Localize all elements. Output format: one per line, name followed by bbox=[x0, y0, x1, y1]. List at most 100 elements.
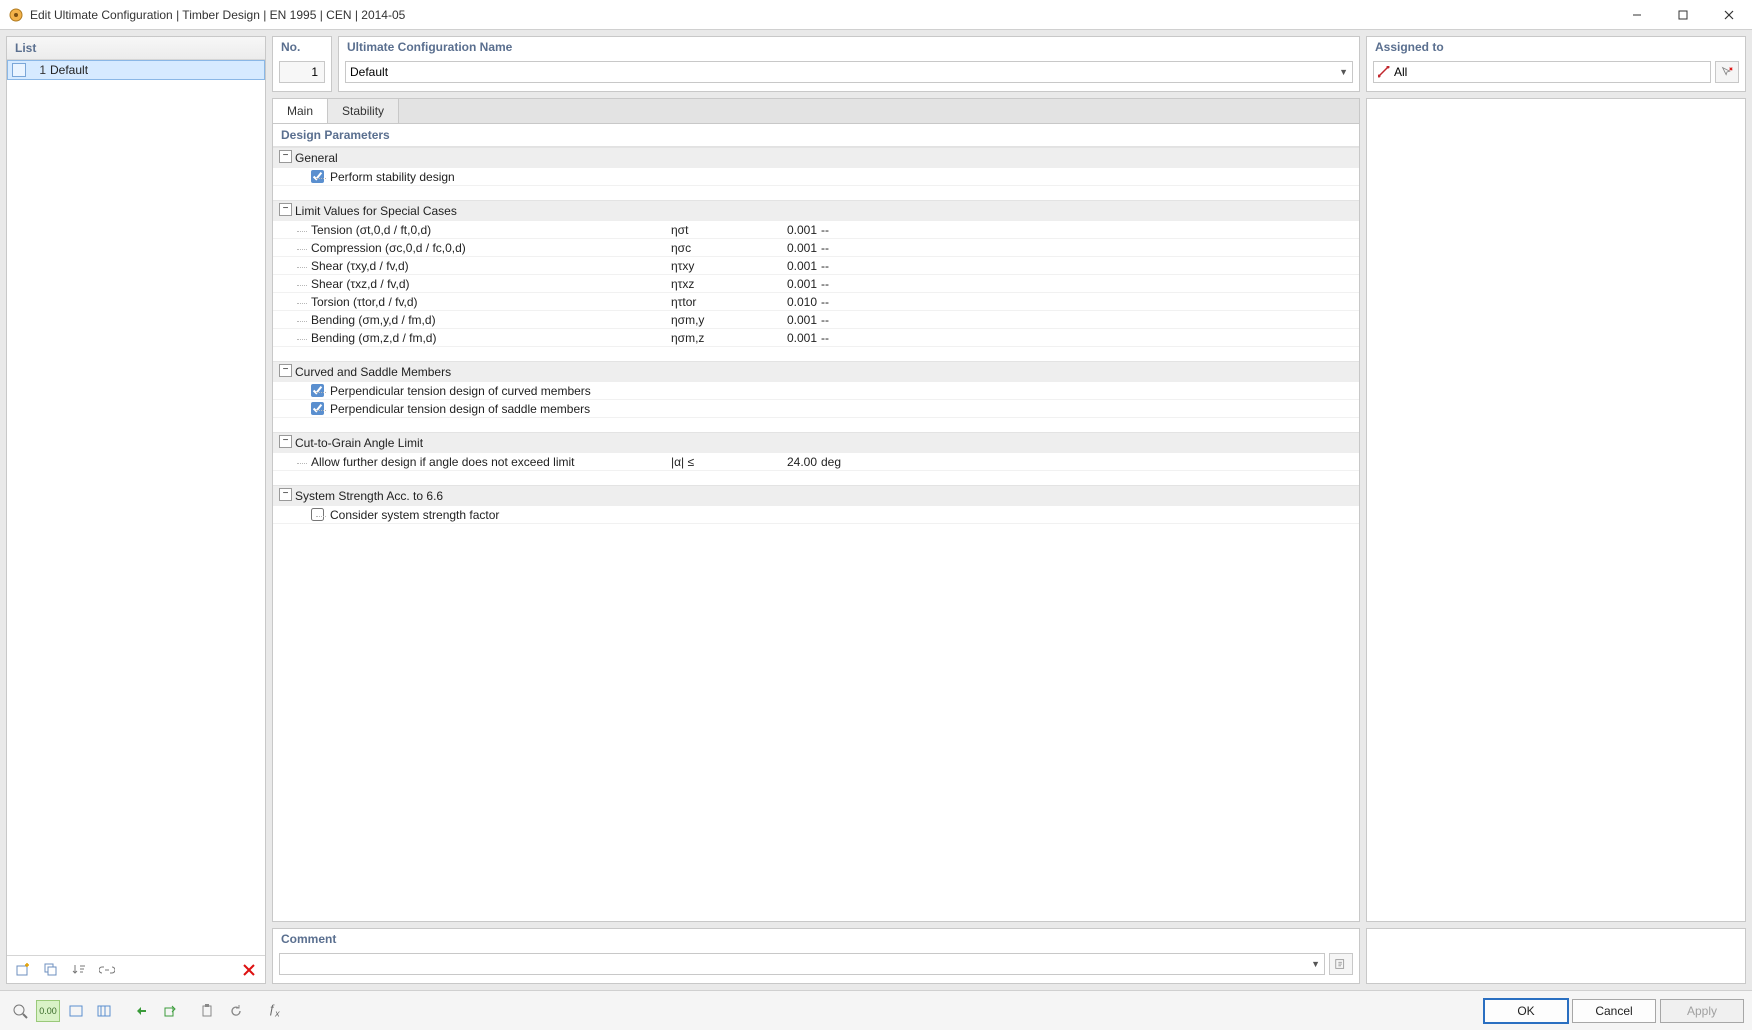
limit-unit: -- bbox=[821, 259, 861, 273]
list-panel: List 1 Default bbox=[6, 36, 266, 984]
limit-symbol: ησm,y bbox=[671, 313, 751, 327]
maximize-button[interactable] bbox=[1660, 0, 1706, 30]
limit-unit: -- bbox=[821, 277, 861, 291]
name-dropdown[interactable]: Default ▼ bbox=[345, 61, 1353, 83]
limit-row: Compression (σc,0,d / fc,0,d)ησc0.001-- bbox=[273, 239, 1359, 257]
copy-item-button[interactable] bbox=[39, 959, 63, 981]
comment-dropdown[interactable]: ▼ bbox=[279, 953, 1325, 975]
new-item-button[interactable] bbox=[11, 959, 35, 981]
limit-label: Shear (τxy,d / fv,d) bbox=[311, 259, 671, 273]
limit-symbol: ησc bbox=[671, 241, 751, 255]
angle-symbol: |α| ≤ bbox=[671, 455, 751, 469]
comment-pick-button[interactable] bbox=[1329, 953, 1353, 975]
curved-checkbox-1[interactable] bbox=[311, 384, 324, 397]
system-label: Consider system strength factor bbox=[330, 508, 1359, 522]
limit-value[interactable]: 0.001 bbox=[751, 223, 821, 237]
limit-row: Bending (σm,z,d / fm,d)ησm,z0.001-- bbox=[273, 329, 1359, 347]
limit-symbol: ητtor bbox=[671, 295, 751, 309]
limit-row: Torsion (τtor,d / fv,d)ητtor0.010-- bbox=[273, 293, 1359, 311]
limit-label: Compression (σc,0,d / fc,0,d) bbox=[311, 241, 671, 255]
ok-button[interactable]: OK bbox=[1484, 999, 1568, 1023]
top-strip: No. Ultimate Configuration Name Default … bbox=[272, 36, 1746, 92]
group-system[interactable]: System Strength Acc. to 6.6 bbox=[273, 485, 1359, 506]
comment-box: Comment ▼ bbox=[272, 928, 1360, 984]
limit-value[interactable]: 0.001 bbox=[751, 241, 821, 255]
units-button[interactable]: 0.00 bbox=[36, 1000, 60, 1022]
cancel-button[interactable]: Cancel bbox=[1572, 999, 1656, 1023]
angle-unit: deg bbox=[821, 455, 861, 469]
reset-button[interactable] bbox=[224, 1000, 248, 1022]
limit-symbol: ητxz bbox=[671, 277, 751, 291]
limit-label: Shear (τxz,d / fv,d) bbox=[311, 277, 671, 291]
curved-checkbox-2[interactable] bbox=[311, 402, 324, 415]
name-value: Default bbox=[350, 65, 388, 79]
tab-main[interactable]: Main bbox=[273, 99, 328, 123]
list-item[interactable]: 1 Default bbox=[7, 60, 265, 80]
clipboard-button[interactable] bbox=[196, 1000, 220, 1022]
comment-strip: Comment ▼ bbox=[272, 928, 1746, 984]
export-button[interactable] bbox=[158, 1000, 182, 1022]
stability-checkbox[interactable] bbox=[311, 170, 324, 183]
limit-value[interactable]: 0.001 bbox=[751, 277, 821, 291]
row-system-cb: Consider system strength factor bbox=[273, 506, 1359, 524]
curved-label-2: Perpendicular tension design of saddle m… bbox=[330, 402, 1359, 416]
list-item-number: 1 bbox=[32, 63, 46, 77]
limit-row: Tension (σt,0,d / ft,0,d)ησt0.001-- bbox=[273, 221, 1359, 239]
limit-label: Torsion (τtor,d / fv,d) bbox=[311, 295, 671, 309]
limit-value[interactable]: 0.001 bbox=[751, 313, 821, 327]
minimize-button[interactable] bbox=[1614, 0, 1660, 30]
help-button[interactable] bbox=[8, 1000, 32, 1022]
curved-label-1: Perpendicular tension design of curved m… bbox=[330, 384, 1359, 398]
config-icon bbox=[12, 63, 26, 77]
number-input[interactable] bbox=[279, 61, 325, 83]
preview-panel bbox=[1366, 98, 1746, 922]
list-item-name: Default bbox=[50, 63, 88, 77]
angle-label: Allow further design if angle does not e… bbox=[311, 455, 671, 469]
row-curved-cb2: Perpendicular tension design of saddle m… bbox=[273, 400, 1359, 418]
limit-label: Bending (σm,z,d / fm,d) bbox=[311, 331, 671, 345]
limit-symbol: ησm,z bbox=[671, 331, 751, 345]
bottom-bar: 0.00 ƒx OK Cancel Apply bbox=[0, 990, 1752, 1030]
limit-unit: -- bbox=[821, 331, 861, 345]
function-button[interactable]: ƒx bbox=[262, 1000, 286, 1022]
center-panel: No. Ultimate Configuration Name Default … bbox=[272, 36, 1746, 984]
import-button[interactable] bbox=[130, 1000, 154, 1022]
limit-unit: -- bbox=[821, 295, 861, 309]
row-curved-cb1: Perpendicular tension design of curved m… bbox=[273, 382, 1359, 400]
apply-button[interactable]: Apply bbox=[1660, 999, 1744, 1023]
chevron-down-icon: ▼ bbox=[1339, 67, 1348, 77]
limit-value[interactable]: 0.001 bbox=[751, 331, 821, 345]
limit-row: Shear (τxy,d / fv,d)ητxy0.001-- bbox=[273, 257, 1359, 275]
list-header: List bbox=[7, 37, 265, 60]
group-curved[interactable]: Curved and Saddle Members bbox=[273, 361, 1359, 382]
link-button[interactable] bbox=[95, 959, 119, 981]
limit-unit: -- bbox=[821, 241, 861, 255]
sort-button[interactable] bbox=[67, 959, 91, 981]
tab-strip: Main Stability bbox=[272, 98, 1360, 123]
close-button[interactable] bbox=[1706, 0, 1752, 30]
parameters-panel: Design Parameters General Perform stabil… bbox=[272, 123, 1360, 922]
row-stability-design: Perform stability design bbox=[273, 168, 1359, 186]
view-2-button[interactable] bbox=[92, 1000, 116, 1022]
limit-value[interactable]: 0.001 bbox=[751, 259, 821, 273]
assigned-value: All bbox=[1394, 65, 1407, 79]
delete-item-button[interactable] bbox=[237, 959, 261, 981]
name-box: Ultimate Configuration Name Default ▼ bbox=[338, 36, 1360, 92]
group-general[interactable]: General bbox=[273, 147, 1359, 168]
parameters-scroll[interactable]: General Perform stability design Limit V… bbox=[273, 147, 1359, 921]
angle-value[interactable]: 24.00 bbox=[751, 455, 821, 469]
chevron-down-icon: ▼ bbox=[1311, 959, 1320, 969]
limit-row: Shear (τxz,d / fv,d)ητxz0.001-- bbox=[273, 275, 1359, 293]
tab-stability[interactable]: Stability bbox=[328, 99, 399, 123]
system-checkbox[interactable] bbox=[311, 508, 324, 521]
limit-symbol: ησt bbox=[671, 223, 751, 237]
assigned-input[interactable]: All bbox=[1373, 61, 1711, 83]
limit-label: Bending (σm,y,d / fm,d) bbox=[311, 313, 671, 327]
limit-row: Bending (σm,y,d / fm,d)ησm,y0.001-- bbox=[273, 311, 1359, 329]
row-angle-limit: Allow further design if angle does not e… bbox=[273, 453, 1359, 471]
group-angle[interactable]: Cut-to-Grain Angle Limit bbox=[273, 432, 1359, 453]
assigned-pick-button[interactable] bbox=[1715, 61, 1739, 83]
limit-value[interactable]: 0.010 bbox=[751, 295, 821, 309]
view-1-button[interactable] bbox=[64, 1000, 88, 1022]
group-limits[interactable]: Limit Values for Special Cases bbox=[273, 200, 1359, 221]
